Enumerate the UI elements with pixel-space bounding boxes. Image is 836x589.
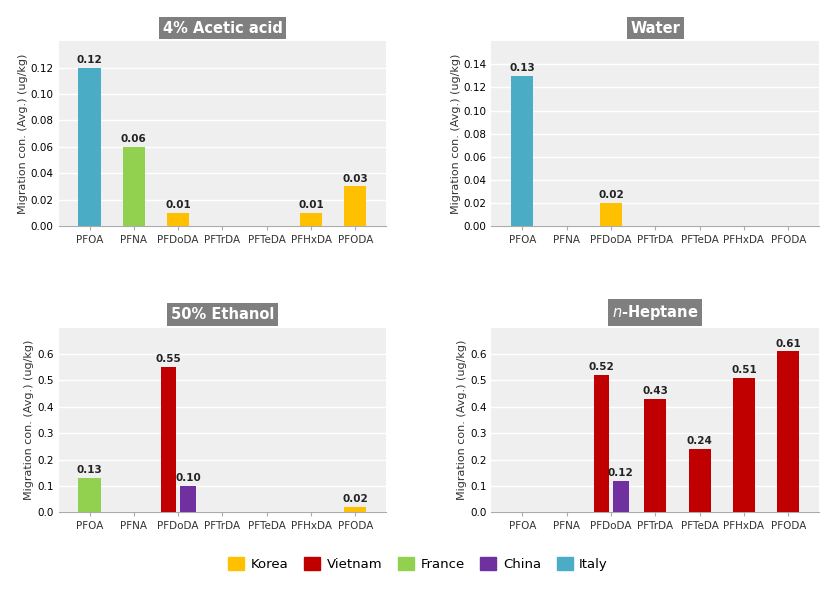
Bar xyxy=(777,352,799,512)
Bar xyxy=(123,147,145,226)
Text: 0.12: 0.12 xyxy=(77,55,103,65)
Text: 0.01: 0.01 xyxy=(298,200,324,210)
Bar xyxy=(344,507,366,512)
Text: $\it{n}$-Heptane: $\it{n}$-Heptane xyxy=(612,303,699,322)
Text: Water: Water xyxy=(630,21,681,36)
Bar xyxy=(645,399,666,512)
Bar xyxy=(300,213,322,226)
Text: 0.13: 0.13 xyxy=(77,465,103,475)
Y-axis label: Migration con. (Avg.) (ug/kg): Migration con. (Avg.) (ug/kg) xyxy=(457,340,467,500)
Bar xyxy=(161,368,176,512)
Bar xyxy=(733,378,755,512)
Text: 0.10: 0.10 xyxy=(175,473,201,483)
Bar xyxy=(600,203,622,226)
Bar xyxy=(344,186,366,226)
Text: 0.51: 0.51 xyxy=(731,365,757,375)
Text: 0.01: 0.01 xyxy=(166,200,191,210)
Text: 0.13: 0.13 xyxy=(509,63,535,73)
Text: 0.12: 0.12 xyxy=(608,468,634,478)
Text: 0.43: 0.43 xyxy=(642,386,668,396)
Y-axis label: Migration con. (Avg.) (ug/kg): Migration con. (Avg.) (ug/kg) xyxy=(18,54,28,214)
Text: 0.02: 0.02 xyxy=(598,190,624,200)
Text: 0.61: 0.61 xyxy=(775,339,801,349)
Text: 50% Ethanol: 50% Ethanol xyxy=(171,307,274,322)
Bar xyxy=(594,375,609,512)
Text: 0.52: 0.52 xyxy=(589,362,614,372)
Bar xyxy=(79,478,100,512)
Text: 0.24: 0.24 xyxy=(686,436,712,446)
Text: 0.06: 0.06 xyxy=(121,134,147,144)
Text: 0.02: 0.02 xyxy=(343,494,369,504)
Bar xyxy=(79,68,100,226)
Bar xyxy=(181,486,196,512)
Bar xyxy=(167,213,189,226)
Bar xyxy=(689,449,711,512)
Bar xyxy=(512,76,533,226)
Text: 0.55: 0.55 xyxy=(155,355,181,365)
Text: 4% Acetic acid: 4% Acetic acid xyxy=(162,21,283,36)
Legend: Korea, Vietnam, France, China, Italy: Korea, Vietnam, France, China, Italy xyxy=(222,552,614,577)
Y-axis label: Migration con. (Avg.) (ug/kg): Migration con. (Avg.) (ug/kg) xyxy=(24,340,34,500)
Text: 0.03: 0.03 xyxy=(343,174,369,184)
Y-axis label: Migration con. (Avg.) (ug/kg): Migration con. (Avg.) (ug/kg) xyxy=(451,54,461,214)
Bar xyxy=(613,481,629,512)
